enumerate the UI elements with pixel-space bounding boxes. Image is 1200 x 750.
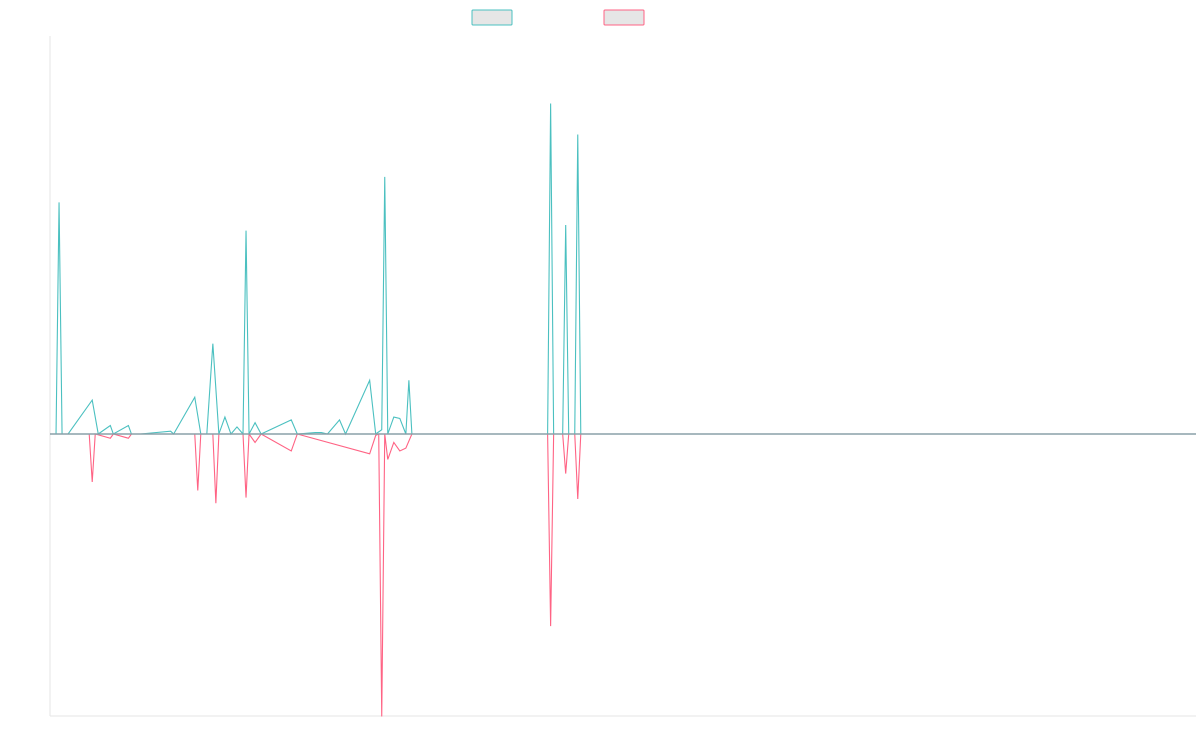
series-line-b[interactable] xyxy=(50,432,1196,717)
legend-swatch-series-a[interactable] xyxy=(471,9,513,26)
legend-swatch-series-b[interactable] xyxy=(603,9,645,26)
legend-item-series-b[interactable] xyxy=(603,9,645,26)
legend[interactable] xyxy=(471,9,645,26)
series-line-a[interactable] xyxy=(50,103,1196,436)
legend-item-series-a[interactable] xyxy=(471,9,513,26)
plot-area xyxy=(50,103,1196,717)
